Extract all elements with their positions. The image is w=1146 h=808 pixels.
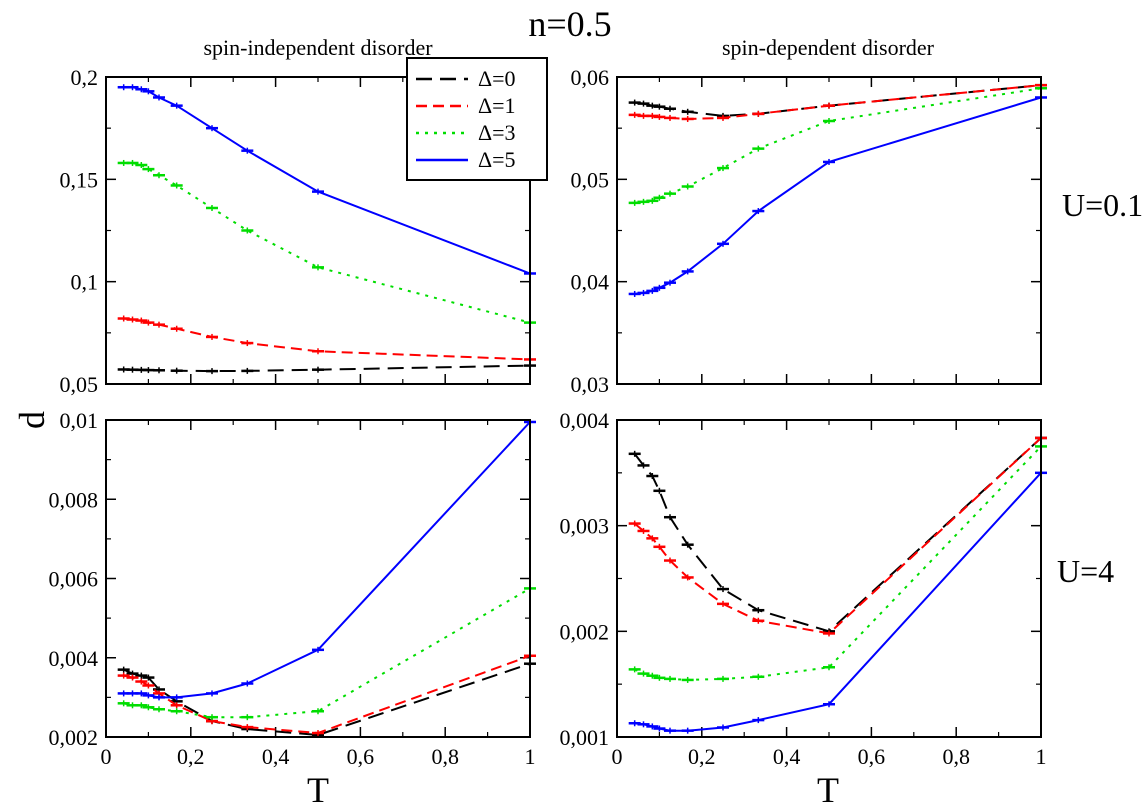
y-tick-label: 0,004 (49, 646, 99, 671)
col-title-right: spin-dependent disorder (722, 35, 935, 60)
x-tick-label: 1 (525, 744, 536, 769)
x-tick-label: 0 (612, 744, 623, 769)
x-axis-label-right: T (817, 770, 839, 808)
legend-label: Δ=0 (478, 66, 516, 91)
series-line (633, 437, 1042, 633)
x-tick-label: 0,6 (347, 744, 375, 769)
y-tick-label: 0,03 (571, 372, 610, 397)
panel-bottom-right: 0 0,2 0,4 0,6 0,8 1 0,001 0,002 0,003 0,004 (560, 408, 1047, 769)
series-line (123, 317, 531, 361)
series-line (634, 445, 1042, 681)
panel-frame (105, 419, 531, 738)
series-line (123, 654, 531, 735)
y-tick-label: 0,2 (71, 65, 99, 90)
y-tick-label: 0,05 (571, 167, 610, 192)
y-tick-label: 0,01 (60, 408, 99, 433)
x-tick-label: 1 (1036, 744, 1047, 769)
series-line (123, 587, 531, 719)
x-tick-label: 0,2 (177, 744, 205, 769)
y-tick-label: 0,002 (560, 619, 610, 644)
x-tick-label: 0,8 (942, 744, 970, 769)
series-line (634, 472, 1042, 732)
series-line (634, 87, 1042, 204)
series-line (123, 421, 531, 699)
panels: 0,05 0,1 0,15 0,2 0,03 0,04 0,05 0,06 0 0,2 0,4 0,6… (49, 65, 1047, 769)
series-line (634, 84, 1042, 121)
y-tick-label: 0,05 (60, 372, 99, 397)
legend: Δ=0Δ=1Δ=3Δ=5 (406, 57, 548, 181)
legend-label: Δ=5 (478, 147, 516, 172)
series-line (123, 162, 531, 324)
panel-frame (616, 76, 1042, 385)
x-tick-label: 0,8 (431, 744, 459, 769)
x-tick-label: 0,6 (858, 744, 886, 769)
series-line (634, 437, 1042, 635)
col-title-left: spin-independent disorder (203, 35, 433, 60)
x-axis-label-left: T (307, 770, 329, 808)
series-line (123, 662, 531, 737)
panel-bottom-left: 0 0,2 0,4 0,6 0,8 1 0,002 0,004 0,006 0,008 0,01 (49, 408, 536, 769)
series-line (123, 364, 531, 373)
x-tick-label: 0,4 (262, 744, 290, 769)
panel-frame (616, 419, 1042, 738)
series-line (634, 84, 1042, 117)
panel-top-left: 0,05 0,1 0,15 0,2 (60, 65, 536, 397)
x-tick-label: 0 (101, 744, 112, 769)
y-axis-label: d (12, 411, 52, 429)
figure-title: n=0.5 (528, 4, 611, 44)
x-tick-label: 0,4 (773, 744, 801, 769)
y-tick-label: 0,004 (560, 408, 610, 433)
panel-top-right: 0,03 0,04 0,05 0,06 (571, 65, 1047, 397)
row-label-bottom: U=4 (1057, 553, 1114, 589)
y-tick-label: 0,003 (560, 514, 610, 539)
x-tick-label: 0,2 (688, 744, 716, 769)
y-tick-label: 0,1 (71, 270, 99, 295)
y-tick-label: 0,006 (49, 567, 99, 592)
y-tick-label: 0,001 (560, 725, 610, 750)
row-label-top: U=0.1 (1062, 187, 1143, 223)
y-tick-label: 0,04 (571, 270, 610, 295)
y-tick-label: 0,06 (571, 65, 610, 90)
y-tick-label: 0,002 (49, 725, 99, 750)
legend-label: Δ=3 (478, 120, 516, 145)
panel-frame (105, 76, 531, 385)
legend-box (406, 57, 548, 181)
series-line (634, 96, 1042, 295)
y-tick-label: 0,15 (60, 167, 99, 192)
legend-label: Δ=1 (478, 93, 516, 118)
y-tick-label: 0,008 (49, 487, 99, 512)
